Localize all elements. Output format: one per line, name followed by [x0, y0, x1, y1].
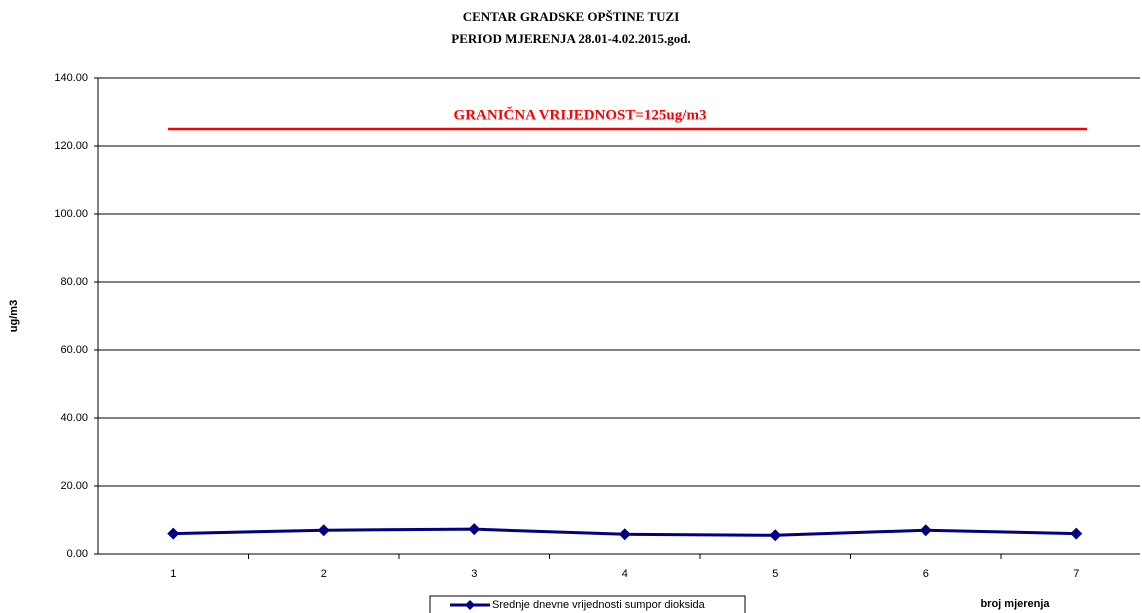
x-tick-label: 4 — [622, 568, 628, 580]
point-marker — [618, 528, 631, 541]
x-tick-label: 2 — [321, 568, 327, 580]
legend-box — [429, 595, 746, 613]
point-marker — [1070, 527, 1083, 540]
y-tick-label: 20.00 — [60, 480, 88, 492]
y-tick-label: 100.00 — [54, 208, 88, 220]
y-axis-label: ug/m3 — [8, 300, 20, 332]
y-tick-label: 140.00 — [54, 72, 88, 84]
chart-subtitle: PERIOD MJERENJA 28.01-4.02.2015.god. — [451, 31, 690, 46]
x-tick-label: 7 — [1073, 568, 1079, 580]
limit-label: GRANIČNA VRIJEDNOST=125ug/m3 — [454, 106, 707, 123]
x-axis-label: broj mjerenja — [980, 598, 1050, 610]
y-tick-label: 40.00 — [60, 412, 88, 424]
legend-marker — [465, 600, 475, 610]
point-marker — [167, 527, 180, 540]
point-marker — [468, 523, 481, 536]
chart-title: CENTAR GRADSKE OPŠTINE TUZI — [463, 9, 680, 24]
y-tick-label: 120.00 — [54, 140, 88, 152]
x-tick-label: 3 — [471, 568, 477, 580]
legend-label: Srednje dnevne vrijednosti sumpor dioksi… — [492, 599, 706, 611]
x-tick-label: 6 — [923, 568, 929, 580]
y-tick-label: 80.00 — [60, 276, 88, 288]
point-marker — [769, 529, 782, 542]
y-tick-label: 0.00 — [67, 548, 88, 560]
y-tick-label: 60.00 — [60, 344, 88, 356]
point-marker — [317, 524, 330, 537]
x-tick-label: 1 — [170, 568, 176, 580]
x-tick-label: 5 — [772, 568, 778, 580]
point-marker — [919, 524, 932, 537]
